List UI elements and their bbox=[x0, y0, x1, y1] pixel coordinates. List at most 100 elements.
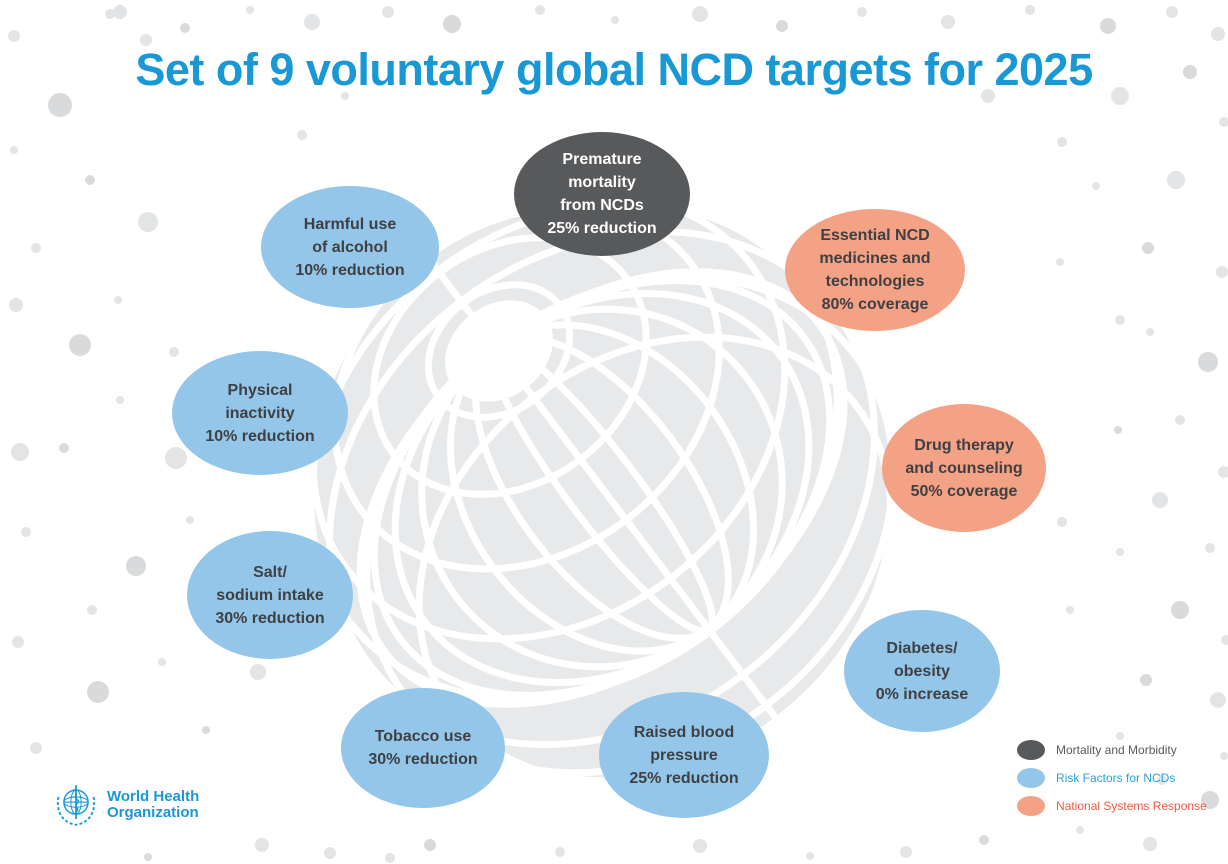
dot bbox=[1146, 328, 1154, 336]
bubble-raised-blood-pressure: Raised blood pressure 25% reduction bbox=[599, 692, 769, 818]
dot bbox=[144, 853, 152, 861]
legend-swatch-systems bbox=[1017, 796, 1045, 816]
bubble-line: obesity bbox=[893, 662, 950, 680]
dot bbox=[30, 742, 42, 754]
dot bbox=[138, 212, 158, 232]
legend-label-risk: Risk Factors for NCDs bbox=[1056, 771, 1176, 785]
dot bbox=[165, 447, 187, 469]
dot bbox=[246, 6, 254, 14]
bubble-line: Essential NCD bbox=[820, 227, 930, 244]
dot bbox=[1076, 826, 1084, 834]
dot bbox=[1142, 242, 1154, 254]
bubble-line: 30% reduction bbox=[368, 751, 478, 768]
bubble-line: Diabetes/ bbox=[886, 639, 958, 657]
dot bbox=[1115, 315, 1125, 325]
bubble-tobacco-use: Tobacco use 30% reduction bbox=[341, 688, 505, 808]
dot bbox=[158, 658, 166, 666]
bubble-line: Physical bbox=[227, 381, 293, 399]
dot bbox=[255, 838, 269, 852]
dot bbox=[105, 9, 115, 19]
bubble-line: technologies bbox=[825, 273, 925, 290]
bubble-line: 10% reduction bbox=[205, 427, 315, 445]
who-logo: World Health Organization bbox=[54, 783, 199, 827]
dot bbox=[202, 726, 210, 734]
dot bbox=[1100, 18, 1116, 34]
dot bbox=[1166, 6, 1178, 18]
dot bbox=[611, 16, 619, 24]
dot bbox=[11, 443, 29, 461]
dot bbox=[1205, 543, 1215, 553]
dot bbox=[979, 835, 989, 845]
bubble-essential-ncd-medicines: Essential NCD medicines and technologies 80… bbox=[785, 209, 965, 331]
dot bbox=[555, 847, 565, 857]
dot bbox=[385, 853, 395, 863]
bubble-line: 30% reduction bbox=[215, 609, 325, 627]
bubble-line: 50% coverage bbox=[910, 482, 1018, 500]
bubble-line: 25% reduction bbox=[629, 769, 739, 787]
bubble-line: 10% reduction bbox=[295, 261, 405, 279]
dot bbox=[1143, 837, 1157, 851]
dot bbox=[31, 243, 41, 253]
dot bbox=[1140, 674, 1152, 686]
bubble-line: sodium intake bbox=[216, 586, 324, 604]
bubble-line: 80% coverage bbox=[821, 296, 929, 313]
legend-swatch-risk bbox=[1017, 768, 1045, 788]
bubble-line: Drug therapy bbox=[914, 436, 1014, 454]
dot bbox=[8, 30, 20, 42]
bubble-line: 25% reduction bbox=[547, 220, 657, 237]
legend-label-systems: National Systems Response bbox=[1056, 799, 1207, 813]
dot bbox=[692, 6, 708, 22]
bubble-line: from NCDs bbox=[560, 197, 644, 214]
dot bbox=[1167, 171, 1185, 189]
bubble-line: mortality bbox=[568, 174, 636, 191]
who-logo-text: World Health Organization bbox=[98, 788, 199, 822]
bubble-drug-therapy-counseling: Drug therapy and counseling 50% coverage bbox=[882, 404, 1046, 532]
legend-row-mortality: Mortality and Morbidity bbox=[1017, 740, 1207, 760]
dot bbox=[59, 443, 69, 453]
bubble-diabetes-obesity: Diabetes/obesity 0% increase bbox=[844, 610, 1000, 732]
dot bbox=[169, 347, 179, 357]
who-logo-line2: Organization bbox=[107, 804, 199, 821]
dot bbox=[1221, 635, 1228, 645]
dot bbox=[304, 14, 320, 30]
dot bbox=[250, 664, 266, 680]
dot bbox=[1116, 732, 1124, 740]
dot bbox=[69, 334, 91, 356]
legend-row-risk: Risk Factors for NCDs bbox=[1017, 768, 1207, 788]
dot bbox=[1211, 27, 1225, 41]
dot bbox=[1057, 517, 1067, 527]
bubble-line: pressure bbox=[650, 746, 718, 764]
dot bbox=[1218, 466, 1228, 478]
legend-swatch-mortality bbox=[1017, 740, 1045, 760]
legend-label-mortality: Mortality and Morbidity bbox=[1056, 743, 1177, 757]
bubble-premature-mortality-ncds: Premature mortality from NCDs 25% reduction bbox=[514, 132, 690, 256]
dot bbox=[12, 636, 24, 648]
dot bbox=[180, 23, 190, 33]
page-title: Set of 9 voluntary global NCD targets fo… bbox=[135, 44, 1093, 95]
dot bbox=[9, 298, 23, 312]
bubble-line: 0% increase bbox=[875, 685, 969, 703]
dot bbox=[1171, 601, 1189, 619]
legend: Mortality and Morbidity Risk Factors for … bbox=[1017, 740, 1207, 816]
dot bbox=[297, 130, 307, 140]
legend-row-systems: National Systems Response bbox=[1017, 796, 1207, 816]
dot bbox=[113, 5, 127, 19]
dot bbox=[1056, 258, 1064, 266]
dot bbox=[48, 93, 72, 117]
bubble-line: Premature bbox=[562, 151, 642, 168]
dot bbox=[1116, 548, 1124, 556]
who-emblem-icon bbox=[56, 785, 96, 826]
dot bbox=[424, 839, 436, 851]
dot bbox=[1025, 5, 1035, 15]
dot bbox=[21, 527, 31, 537]
dot bbox=[1114, 426, 1122, 434]
dot bbox=[857, 7, 867, 17]
dot bbox=[10, 146, 18, 154]
dot bbox=[324, 847, 336, 859]
dot bbox=[1216, 266, 1228, 278]
dot bbox=[1152, 492, 1168, 508]
dot bbox=[186, 516, 194, 524]
dot bbox=[1220, 752, 1228, 760]
dot bbox=[1057, 137, 1067, 147]
dot bbox=[1175, 415, 1185, 425]
